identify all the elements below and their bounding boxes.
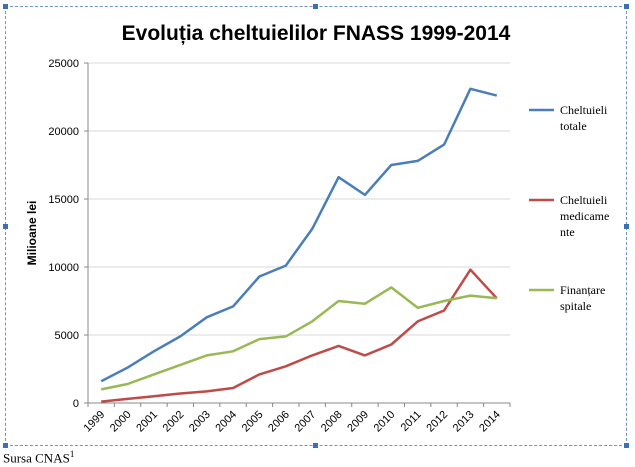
y-tick-label: 10000	[48, 262, 79, 274]
x-tick-label: 2003	[187, 409, 213, 435]
x-tick-label: 2002	[161, 409, 187, 435]
source-text: Sursa CNAS	[3, 450, 70, 466]
resize-handle-bottom-center[interactable]	[313, 443, 318, 448]
x-tick-label: 2014	[477, 409, 503, 435]
y-tick-label: 0	[73, 398, 79, 410]
resize-handle-bottom-right[interactable]	[624, 443, 629, 448]
series-line-1	[100, 87, 498, 383]
y-tick-label: 25000	[48, 58, 79, 70]
legend-label-3: spitale	[560, 299, 591, 313]
legend-label-1: Cheltuieli	[560, 103, 608, 117]
y-tick-label: 15000	[48, 194, 79, 206]
resize-handle-top-center[interactable]	[313, 4, 318, 9]
x-tick-label: 2007	[293, 409, 319, 435]
series-line-3	[100, 286, 497, 391]
legend-label-3: Finanțare	[560, 283, 605, 297]
x-tick-label: 2012	[424, 409, 450, 435]
series-line-2	[101, 268, 498, 403]
x-tick-label: 2009	[345, 409, 371, 435]
legend-label-2: Cheltuieli	[560, 193, 608, 207]
x-tick-label: 2005	[240, 409, 266, 435]
x-tick-label: 2010	[372, 409, 398, 435]
resize-handle-bottom-left[interactable]	[3, 443, 8, 448]
resize-handle-top-left[interactable]	[3, 4, 8, 9]
x-tick-label: 2000	[108, 409, 134, 435]
x-tick-label: 2011	[399, 409, 424, 434]
legend-label-2: medicame	[560, 209, 609, 223]
x-tick-label: 2004	[213, 409, 239, 435]
x-tick-label: 2006	[266, 409, 292, 435]
source-note: Sursa CNAS1	[3, 449, 74, 466]
x-tick-label: 2013	[451, 409, 477, 435]
y-tick-label: 5000	[55, 330, 79, 342]
y-tick-label: 20000	[48, 126, 79, 138]
resize-handle-top-right[interactable]	[624, 4, 629, 9]
x-tick-label: 2008	[319, 409, 345, 435]
legend-label-1: totale	[560, 119, 587, 133]
legend-label-2: nte	[560, 225, 575, 239]
resize-handle-middle-left[interactable]	[3, 224, 8, 229]
resize-handle-middle-right[interactable]	[624, 224, 629, 229]
x-tick-label: 2001	[134, 409, 160, 435]
chart-title: Evoluția cheltuielilor FNASS 1999-2014	[122, 22, 511, 45]
y-axis-label: Milioane lei	[25, 201, 39, 266]
source-footnote: 1	[69, 449, 75, 459]
x-tick-label: 1999	[82, 409, 108, 435]
